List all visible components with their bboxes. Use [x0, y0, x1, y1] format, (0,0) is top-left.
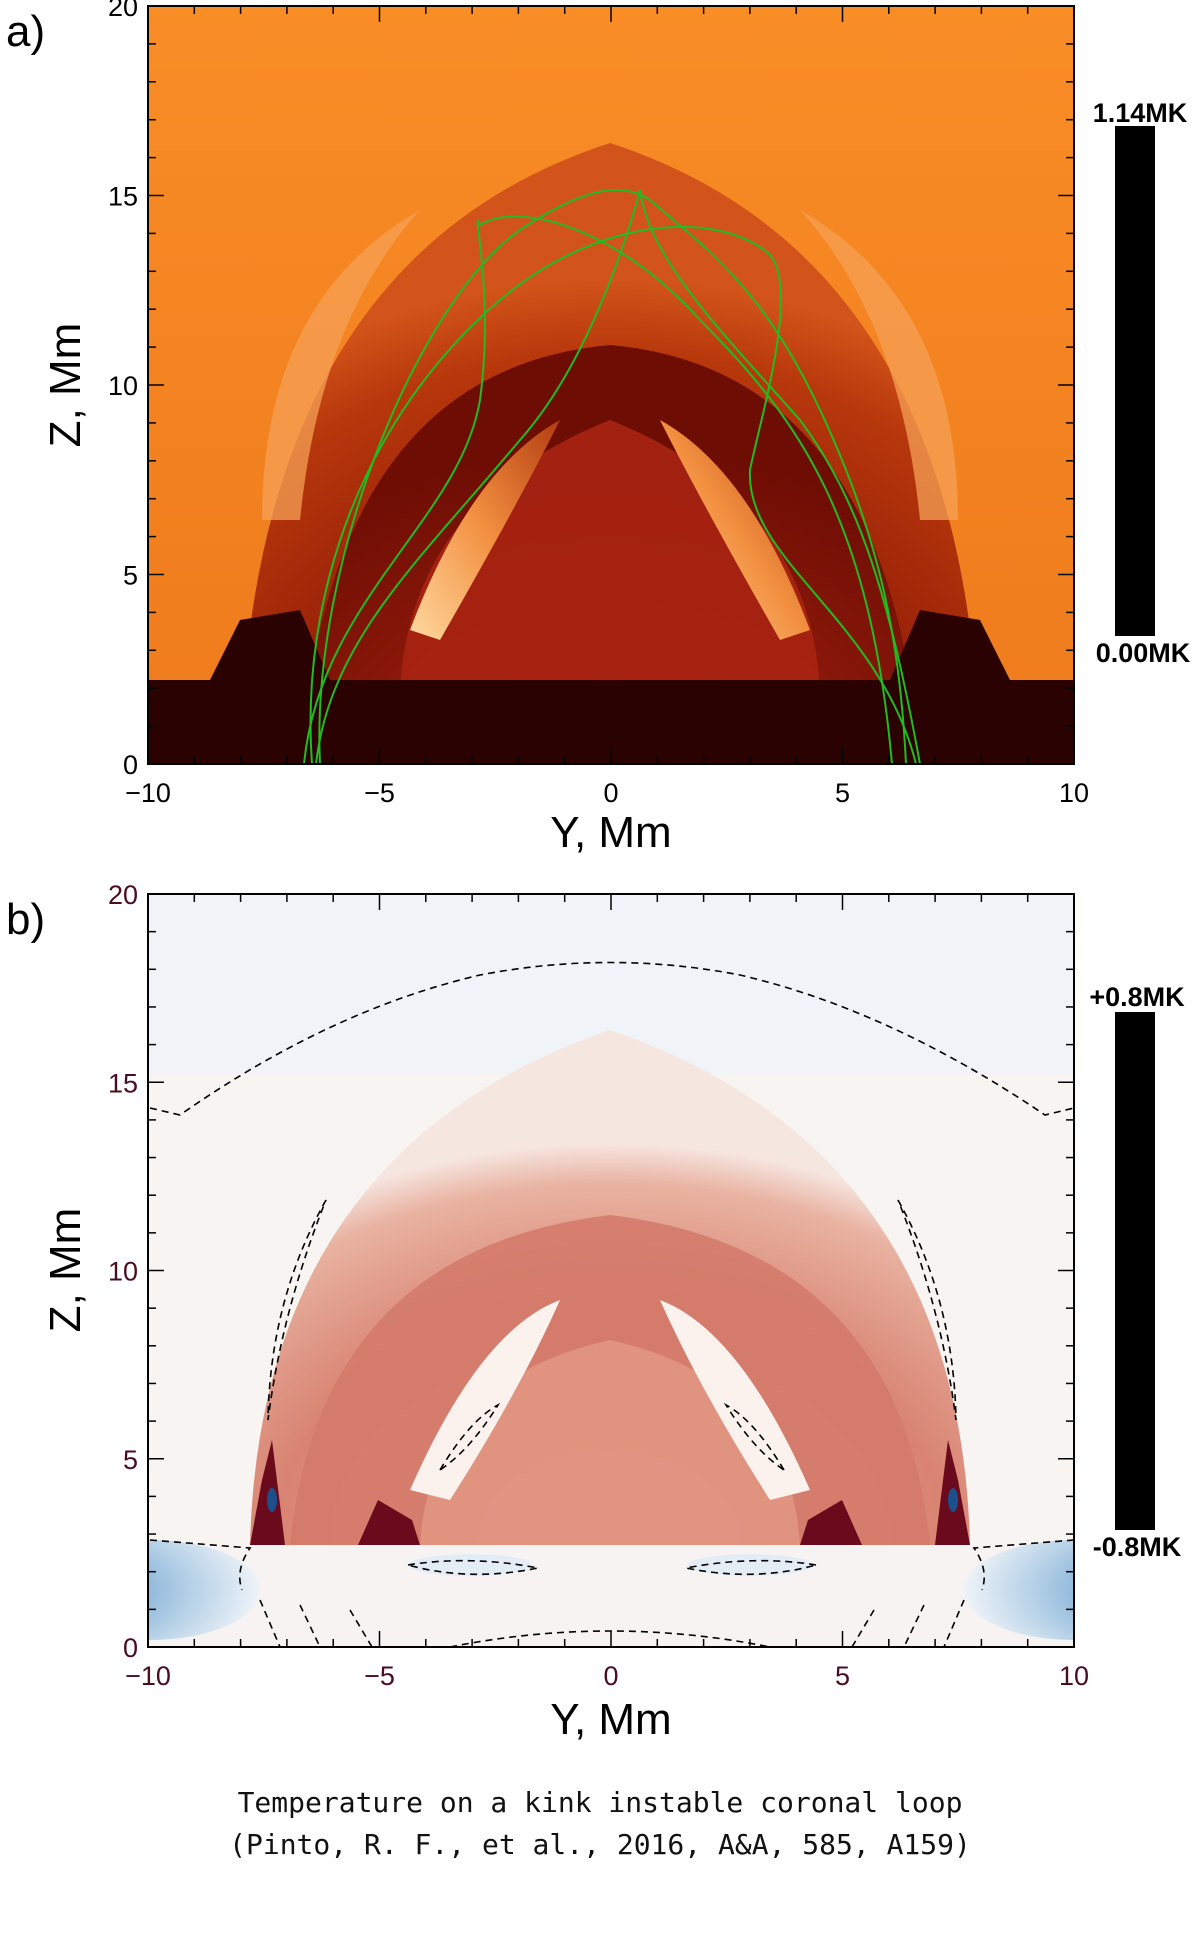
zero-contour [149, 1539, 252, 1591]
x-tick-label: 0 [603, 778, 618, 808]
y-axis-title: Z, Mm [41, 323, 90, 448]
x-axis-title: Y, Mm [550, 808, 671, 857]
panel-a-temperature-map: −10 −5 0 5 10 0 5 10 15 20 Y, Mm Z, Mm 1.14MK 0.0… [41, 0, 1191, 857]
caption-citation: (Pinto, R. F., et al., 2016, A&A, 585, A… [229, 1828, 971, 1861]
x-axis-title: Y, Mm [550, 1695, 671, 1744]
x-tick-label: −5 [364, 1661, 395, 1691]
field-line [318, 189, 907, 764]
x-tick-label: −10 [125, 778, 171, 808]
axis-ticks [147, 5, 1075, 765]
y-tick-label: 15 [108, 182, 138, 212]
x-tick-label: 0 [603, 1661, 618, 1691]
colorbar-bar [1115, 1012, 1155, 1530]
colorbar-min-label: -0.8MK [1093, 1532, 1182, 1562]
zero-contour [685, 1559, 817, 1576]
y-tick-label: 15 [108, 1068, 138, 1098]
x-tick-label: 10 [1059, 778, 1089, 808]
x-tick-label: 5 [835, 778, 850, 808]
panel-b-label: b) [6, 895, 45, 944]
zero-contour [259, 1599, 281, 1647]
zero-contour [943, 1599, 965, 1647]
zero-contour [439, 1402, 501, 1471]
y-tick-label: 20 [108, 0, 138, 22]
y-tick-label: 0 [123, 1633, 138, 1663]
panel-a-label: a) [6, 7, 45, 56]
zero-contours [149, 961, 1074, 1647]
axis-ticks [147, 893, 1075, 1648]
zero-contour [972, 1539, 1074, 1591]
x-tick-label: 5 [835, 1661, 850, 1691]
zero-contour [149, 961, 1074, 1116]
colorbar-max-label: +0.8MK [1089, 982, 1185, 1012]
y-tick-label: 10 [108, 371, 138, 401]
x-tick-label: 10 [1059, 1661, 1089, 1691]
zero-contour [267, 1199, 327, 1421]
zero-contour [903, 1604, 925, 1647]
y-tick-label: 5 [123, 561, 138, 591]
zero-contour [407, 1559, 539, 1576]
field-line [315, 189, 921, 764]
y-tick-label: 10 [108, 1257, 138, 1287]
y-axis-title: Z, Mm [41, 1208, 90, 1333]
magnetic-field-lines [303, 189, 921, 764]
colorbar-min-label: 0.00MK [1096, 638, 1191, 668]
caption-title: Temperature on a kink instable coronal l… [237, 1786, 963, 1819]
panel-b-temperature-difference-map: −10 −5 0 5 10 0 5 10 15 20 Y, Mm Z, Mm +0.8MK -0.… [41, 880, 1185, 1744]
y-tick-label: 0 [123, 750, 138, 780]
colorbar: 1.14MK 0.00MK [1093, 98, 1191, 668]
colorbar-bar [1115, 126, 1155, 636]
field-line [303, 215, 893, 764]
tick-labels: −10 −5 0 5 10 0 5 10 15 20 [108, 880, 1089, 1691]
colorbar-max-label: 1.14MK [1093, 98, 1188, 128]
colorbar: +0.8MK -0.8MK [1089, 982, 1185, 1562]
zero-contour [449, 1630, 771, 1647]
field-line [309, 225, 917, 764]
y-tick-label: 5 [123, 1445, 138, 1475]
zero-contour [897, 1199, 957, 1421]
x-tick-label: −10 [125, 1661, 171, 1691]
zero-contour [723, 1402, 785, 1471]
x-tick-label: −5 [364, 778, 395, 808]
tick-labels: −10 −5 0 5 10 0 5 10 15 20 [108, 0, 1089, 808]
y-tick-label: 20 [108, 880, 138, 910]
zero-contour [299, 1604, 321, 1647]
